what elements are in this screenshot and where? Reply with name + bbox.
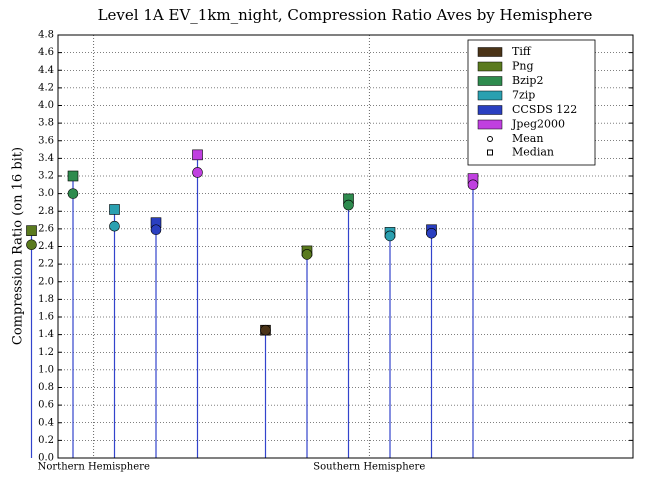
y-tick-label: 1.2 bbox=[38, 347, 54, 358]
legend-median-icon bbox=[487, 149, 493, 156]
mean-marker bbox=[26, 239, 37, 251]
mean-marker bbox=[67, 188, 79, 199]
mean-marker bbox=[260, 324, 271, 336]
legend-label: 7zip bbox=[512, 89, 535, 102]
y-tick-label: 2.6 bbox=[38, 223, 54, 234]
legend-swatch bbox=[477, 47, 503, 57]
y-tick-label: 0.8 bbox=[38, 382, 54, 393]
y-tick-label: 3.8 bbox=[38, 118, 54, 129]
legend-label: Median bbox=[512, 146, 554, 159]
median-marker bbox=[26, 225, 37, 236]
legend-mean-icon bbox=[487, 136, 493, 142]
y-tick-label: 3.6 bbox=[38, 135, 54, 146]
y-tick-label: 0.2 bbox=[38, 435, 54, 446]
mean-marker bbox=[343, 199, 354, 211]
mean-marker bbox=[192, 167, 203, 178]
mean-marker bbox=[301, 249, 313, 260]
y-tick-label: 3.2 bbox=[38, 171, 54, 182]
y-tick-label: 0.6 bbox=[38, 400, 54, 411]
mean-marker bbox=[150, 224, 162, 236]
legend-swatch bbox=[477, 61, 503, 72]
y-axis-label: Compression Ratio (on 16 bit) bbox=[11, 147, 26, 345]
mean-marker bbox=[384, 230, 396, 242]
y-tick-label: 4.0 bbox=[38, 100, 54, 111]
legend-swatch bbox=[477, 90, 503, 101]
median-marker bbox=[192, 149, 203, 161]
legend-label: CCSDS 122 bbox=[512, 103, 577, 116]
legend-label: Png bbox=[512, 60, 534, 73]
x-tick-label: Southern Hemisphere bbox=[313, 462, 425, 473]
y-tick-label: 3.0 bbox=[38, 188, 54, 199]
y-tick-label: 4.4 bbox=[38, 65, 54, 76]
mean-marker bbox=[109, 220, 120, 232]
y-tick-label: 1.4 bbox=[38, 329, 54, 340]
legend-label: Bzip2 bbox=[512, 74, 543, 87]
y-tick-label: 4.2 bbox=[38, 82, 54, 93]
legend-swatch bbox=[477, 76, 503, 86]
y-tick-label: 4.6 bbox=[38, 47, 54, 58]
y-tick-label: 1.0 bbox=[38, 364, 54, 375]
legend-swatch bbox=[477, 119, 503, 130]
legend-label: Jpeg2000 bbox=[511, 118, 565, 131]
y-tick-label: 4.8 bbox=[38, 30, 54, 41]
y-tick-label: 0.0 bbox=[38, 453, 54, 464]
y-tick-label: 2.2 bbox=[38, 259, 54, 270]
legend-box bbox=[467, 39, 596, 166]
y-tick-label: 3.4 bbox=[38, 153, 54, 164]
y-tick-label: 2.4 bbox=[38, 241, 54, 252]
legend-swatch bbox=[477, 105, 503, 115]
mean-marker bbox=[467, 179, 479, 191]
y-tick-label: 1.6 bbox=[38, 312, 54, 323]
legend-label: Tiff bbox=[512, 45, 532, 58]
y-tick-label: 2.0 bbox=[38, 276, 54, 287]
legend-label: Mean bbox=[512, 132, 543, 145]
x-tick-label: Northern Hemisphere bbox=[38, 462, 150, 473]
y-tick-label: 0.4 bbox=[38, 417, 54, 428]
y-tick-label: 1.8 bbox=[38, 294, 54, 305]
plot-frame bbox=[57, 34, 634, 459]
median-marker bbox=[67, 170, 79, 182]
chart-title: Level 1A EV_1km_night, Compression Ratio… bbox=[98, 6, 593, 24]
y-tick-label: 2.8 bbox=[38, 206, 54, 217]
mean-marker bbox=[426, 227, 437, 239]
median-marker bbox=[109, 204, 120, 215]
